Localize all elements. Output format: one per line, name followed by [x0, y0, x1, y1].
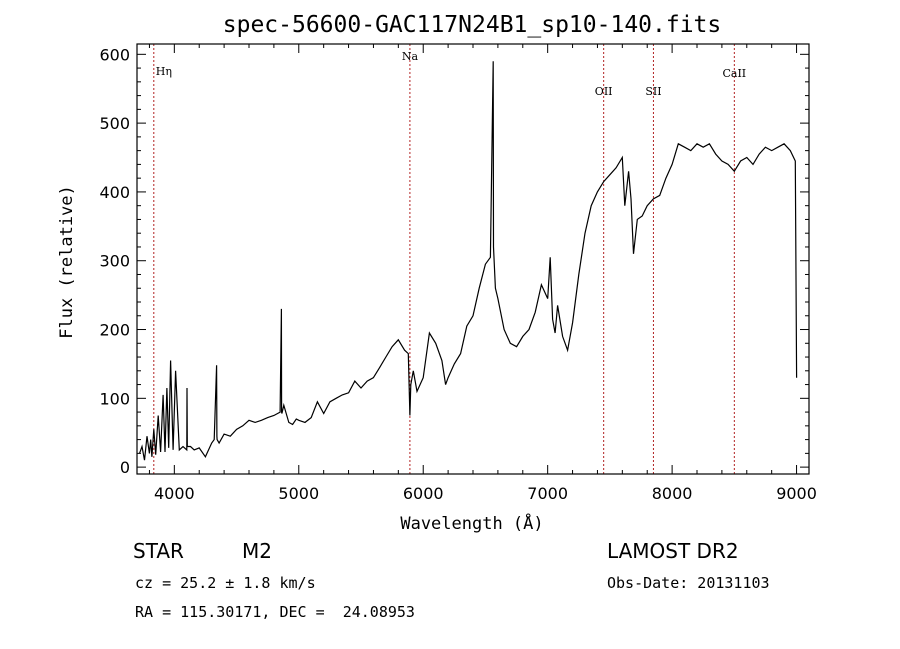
- chart-title: spec-56600-GAC117N24B1_sp10-140.fits: [223, 12, 722, 38]
- x-axis-ticks: 4000 5000 6000 7000 8000 9000: [148, 44, 817, 503]
- y-tick-label: 100: [99, 389, 130, 408]
- y-tick-label: 200: [99, 321, 130, 340]
- spectral-line-markers: Hη Na OII SII CaII: [153, 44, 746, 474]
- y-tick-label: 0: [120, 458, 130, 477]
- y-axis-label: Flux (relative): [57, 185, 77, 339]
- marker-label: OII: [595, 85, 613, 98]
- y-tick-label: 300: [99, 252, 130, 271]
- sky-coordinates: RA = 115.30171, DEC = 24.08953: [135, 603, 415, 621]
- y-tick-label: 500: [99, 114, 130, 133]
- x-axis-label: Wavelength (Å): [400, 512, 543, 534]
- redshift-value: cz = 25.2 ± 1.8 km/s: [135, 574, 316, 592]
- survey-name: LAMOST DR2: [607, 539, 739, 563]
- x-tick-label: 8000: [652, 484, 693, 503]
- observation-date: Obs-Date: 20131103: [607, 574, 770, 592]
- x-tick-label: 7000: [527, 484, 568, 503]
- y-tick-label: 400: [99, 183, 130, 202]
- x-tick-label: 5000: [278, 484, 319, 503]
- object-class: STAR: [133, 539, 184, 563]
- marker-label: CaII: [722, 67, 746, 80]
- object-subclass: M2: [242, 539, 272, 563]
- y-tick-label: 600: [99, 45, 130, 64]
- marker-label: Na: [402, 50, 419, 63]
- plot-frame: [136, 43, 810, 475]
- x-tick-label: 6000: [403, 484, 444, 503]
- y-axis-ticks: 0 100 200 300 400 500 600: [99, 45, 809, 477]
- x-tick-label: 4000: [154, 484, 195, 503]
- spectrum-line: [138, 61, 798, 461]
- marker-label: Hη: [156, 65, 172, 78]
- marker-label: SII: [645, 85, 661, 98]
- x-tick-label: 9000: [776, 484, 817, 503]
